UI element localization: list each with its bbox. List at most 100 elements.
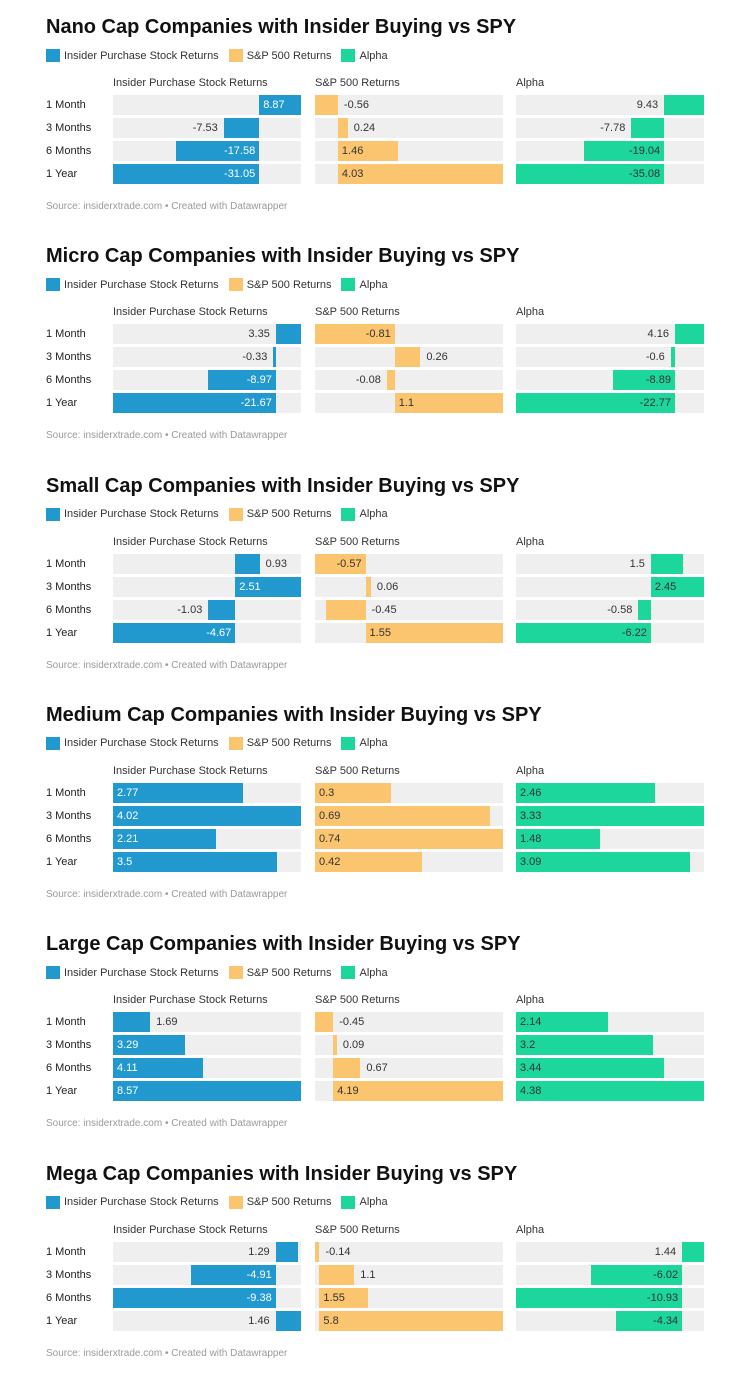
source-note: Source: insiderxtrade.com • Created with… <box>46 659 288 671</box>
legend-item: Insider Purchase Stock Returns <box>46 1195 219 1209</box>
legend-swatch <box>341 1195 356 1209</box>
row-label: 1 Month <box>46 328 86 341</box>
legend-label: S&P 500 Returns <box>246 966 332 979</box>
legend-label: Insider Purchase Stock Returns <box>64 49 219 62</box>
legend: Insider Purchase Stock Returns S&P 500 Re… <box>46 966 388 980</box>
bar-track: 2.46 <box>516 782 704 803</box>
bar-track: 0.26 <box>315 347 503 368</box>
bar <box>670 347 675 368</box>
data-label: -0.45 <box>339 1016 365 1029</box>
bar <box>113 1081 301 1102</box>
data-label: -0.33 <box>242 351 268 364</box>
bar <box>394 393 503 414</box>
bar-track: -0.14 <box>315 1241 503 1262</box>
bar-track: 2.21 <box>113 828 301 849</box>
data-label: 3.44 <box>520 1062 542 1075</box>
data-label: -8.97 <box>246 374 272 387</box>
bar-track: -19.04 <box>516 141 704 161</box>
row-label: 3 Months <box>46 351 92 364</box>
data-label: 1.1 <box>360 1268 376 1281</box>
bar <box>113 393 276 414</box>
data-label: 3.5 <box>117 855 133 868</box>
row-label: 3 Months <box>46 580 92 593</box>
row-label: 1 Year <box>46 168 78 180</box>
source-note: Source: insiderxtrade.com • Created with… <box>46 430 288 442</box>
data-label: -22.77 <box>639 397 671 410</box>
source-note: Source: insiderxtrade.com • Created with… <box>46 1118 288 1130</box>
data-label: 2.14 <box>520 1016 542 1029</box>
bar <box>333 1035 337 1056</box>
legend-item: Insider Purchase Stock Returns <box>46 278 219 292</box>
legend-item: Insider Purchase Stock Returns <box>46 507 219 521</box>
legend-swatch <box>228 736 243 750</box>
bar-track: 0.24 <box>315 118 503 138</box>
bar <box>319 1287 369 1308</box>
data-label: -0.56 <box>343 99 369 111</box>
bar <box>315 324 395 345</box>
row-label: 6 Months <box>46 1062 92 1075</box>
source-note: Source: insiderxtrade.com • Created with… <box>46 201 288 212</box>
chart-title: Medium Cap Companies with Insider Buying… <box>46 703 542 726</box>
legend-item: Alpha <box>341 49 388 62</box>
legend: Insider Purchase Stock Returns S&P 500 Re… <box>46 278 388 292</box>
bar-track: 0.06 <box>315 576 503 597</box>
bar-track: -22.77 <box>516 393 704 414</box>
data-label: 0.93 <box>265 557 288 570</box>
bar-track: 3.33 <box>516 805 704 826</box>
bar <box>113 782 243 803</box>
data-label: 1.1 <box>398 397 415 410</box>
legend-swatch <box>46 278 60 292</box>
legend: Insider Purchase Stock Returns S&P 500 Re… <box>46 1195 388 1209</box>
column-header: S&P 500 Returns <box>315 994 400 1007</box>
legend: Insider Purchase Stock Returns S&P 500 Re… <box>46 507 388 521</box>
chart-title: Mega Cap Companies with Insider Buying v… <box>46 1162 518 1185</box>
bar <box>315 828 503 849</box>
bar-track: 4.03 <box>315 164 503 184</box>
column-header: Insider Purchase Stock Returns <box>113 994 268 1007</box>
column-header: Insider Purchase Stock Returns <box>113 77 268 89</box>
bar <box>337 164 503 184</box>
legend-swatch <box>46 1195 60 1209</box>
bar <box>516 1287 683 1308</box>
legend: Insider Purchase Stock Returns S&P 500 Re… <box>46 49 388 62</box>
bar-track: 3.5 <box>113 851 301 872</box>
legend-item: S&P 500 Returns <box>228 278 331 292</box>
data-label: 0.74 <box>319 832 341 845</box>
legend-label: S&P 500 Returns <box>246 49 332 62</box>
legend-swatch <box>228 966 243 980</box>
bar-track: -0.57 <box>315 553 503 574</box>
bar-track: -8.89 <box>516 370 704 391</box>
data-label: -6.22 <box>621 626 647 639</box>
bar <box>113 1287 276 1308</box>
bar <box>333 1058 361 1079</box>
chart-title: Small Cap Companies with Insider Buying … <box>46 474 520 497</box>
data-label: -17.58 <box>224 145 256 157</box>
bar-track: 2.51 <box>113 576 301 597</box>
column-header: S&P 500 Returns <box>315 1223 400 1236</box>
legend-swatch <box>341 507 356 521</box>
bar <box>664 95 704 115</box>
bar-track: -0.33 <box>113 347 301 368</box>
data-label: 4.03 <box>341 168 364 180</box>
column-header: Alpha <box>516 1223 545 1236</box>
bar <box>273 347 276 368</box>
legend-item: Alpha <box>341 507 388 521</box>
bar <box>365 622 503 643</box>
bar <box>638 599 651 620</box>
data-label: 1.55 <box>323 1291 345 1304</box>
data-label: 3.2 <box>520 1039 536 1052</box>
bar-track: -4.34 <box>516 1310 704 1331</box>
column-header: Insider Purchase Stock Returns <box>113 535 268 548</box>
bar-track: 3.09 <box>516 851 704 872</box>
data-label: -7.53 <box>192 122 218 134</box>
data-label: 0.26 <box>426 351 448 364</box>
bar <box>113 1058 204 1079</box>
chart-title: Micro Cap Companies with Insider Buying … <box>46 245 520 268</box>
bar-track: 3.44 <box>516 1058 704 1079</box>
row-label: 3 Months <box>46 1268 92 1281</box>
bar-track: 4.11 <box>113 1058 301 1079</box>
bar <box>325 599 366 620</box>
bar-track: 0.74 <box>315 828 503 849</box>
data-label: 4.19 <box>337 1085 359 1098</box>
bar <box>631 118 665 138</box>
